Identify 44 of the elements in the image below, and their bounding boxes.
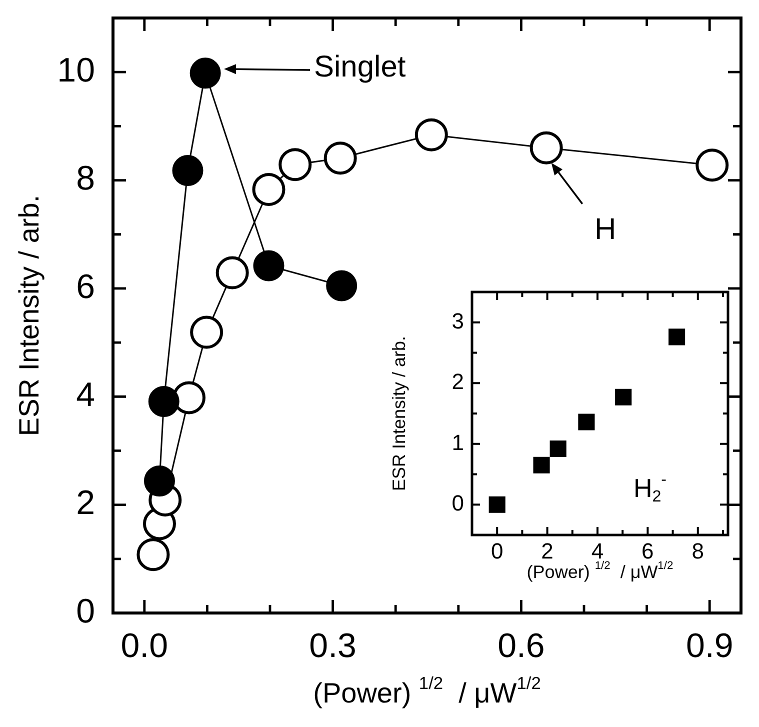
y-tick-label: 8 — [76, 160, 95, 198]
x-tick-label: 0 — [490, 538, 504, 564]
y-tick-label: 10 — [57, 51, 95, 90]
point — [324, 142, 357, 175]
point — [668, 328, 686, 346]
point — [136, 538, 170, 572]
point — [488, 496, 506, 513]
point — [144, 466, 175, 497]
x-tick-label: 0.0 — [120, 626, 168, 665]
y-tick-label: 1 — [452, 430, 464, 455]
point — [190, 316, 224, 349]
y-tick-label: 2 — [452, 369, 464, 394]
x-tick-label: 0.9 — [686, 626, 734, 665]
y-tick-label: 6 — [76, 268, 95, 306]
y-tick-label: 0 — [452, 490, 464, 516]
point — [550, 440, 566, 458]
point — [414, 118, 448, 152]
point — [253, 250, 284, 282]
point — [615, 388, 632, 406]
y-axis-title: ESR Intensity / arb. — [14, 194, 45, 436]
point — [190, 58, 221, 89]
point — [578, 414, 595, 430]
point — [278, 148, 312, 182]
point — [326, 270, 358, 302]
point — [216, 256, 249, 290]
annotation: H — [594, 213, 616, 246]
annotation: Singlet — [314, 50, 406, 84]
x-tick-label: 6 — [642, 538, 654, 564]
y-axis-title: ESR Intensity / arb. — [388, 336, 409, 492]
point — [533, 456, 550, 474]
x-tick-label: 0.6 — [498, 626, 545, 665]
y-tick-label: 4 — [76, 376, 95, 414]
y-tick-label: 0 — [76, 592, 95, 630]
point — [148, 386, 180, 418]
x-tick-label: 2 — [541, 538, 554, 564]
point — [252, 172, 286, 206]
x-tick-label: 8 — [692, 538, 704, 564]
x-tick-label: 0.3 — [309, 626, 356, 665]
point — [530, 131, 563, 164]
point — [172, 381, 206, 414]
y-tick-label: 2 — [76, 484, 95, 522]
point — [172, 155, 204, 186]
point — [696, 148, 729, 182]
y-tick-label: 3 — [452, 308, 464, 334]
